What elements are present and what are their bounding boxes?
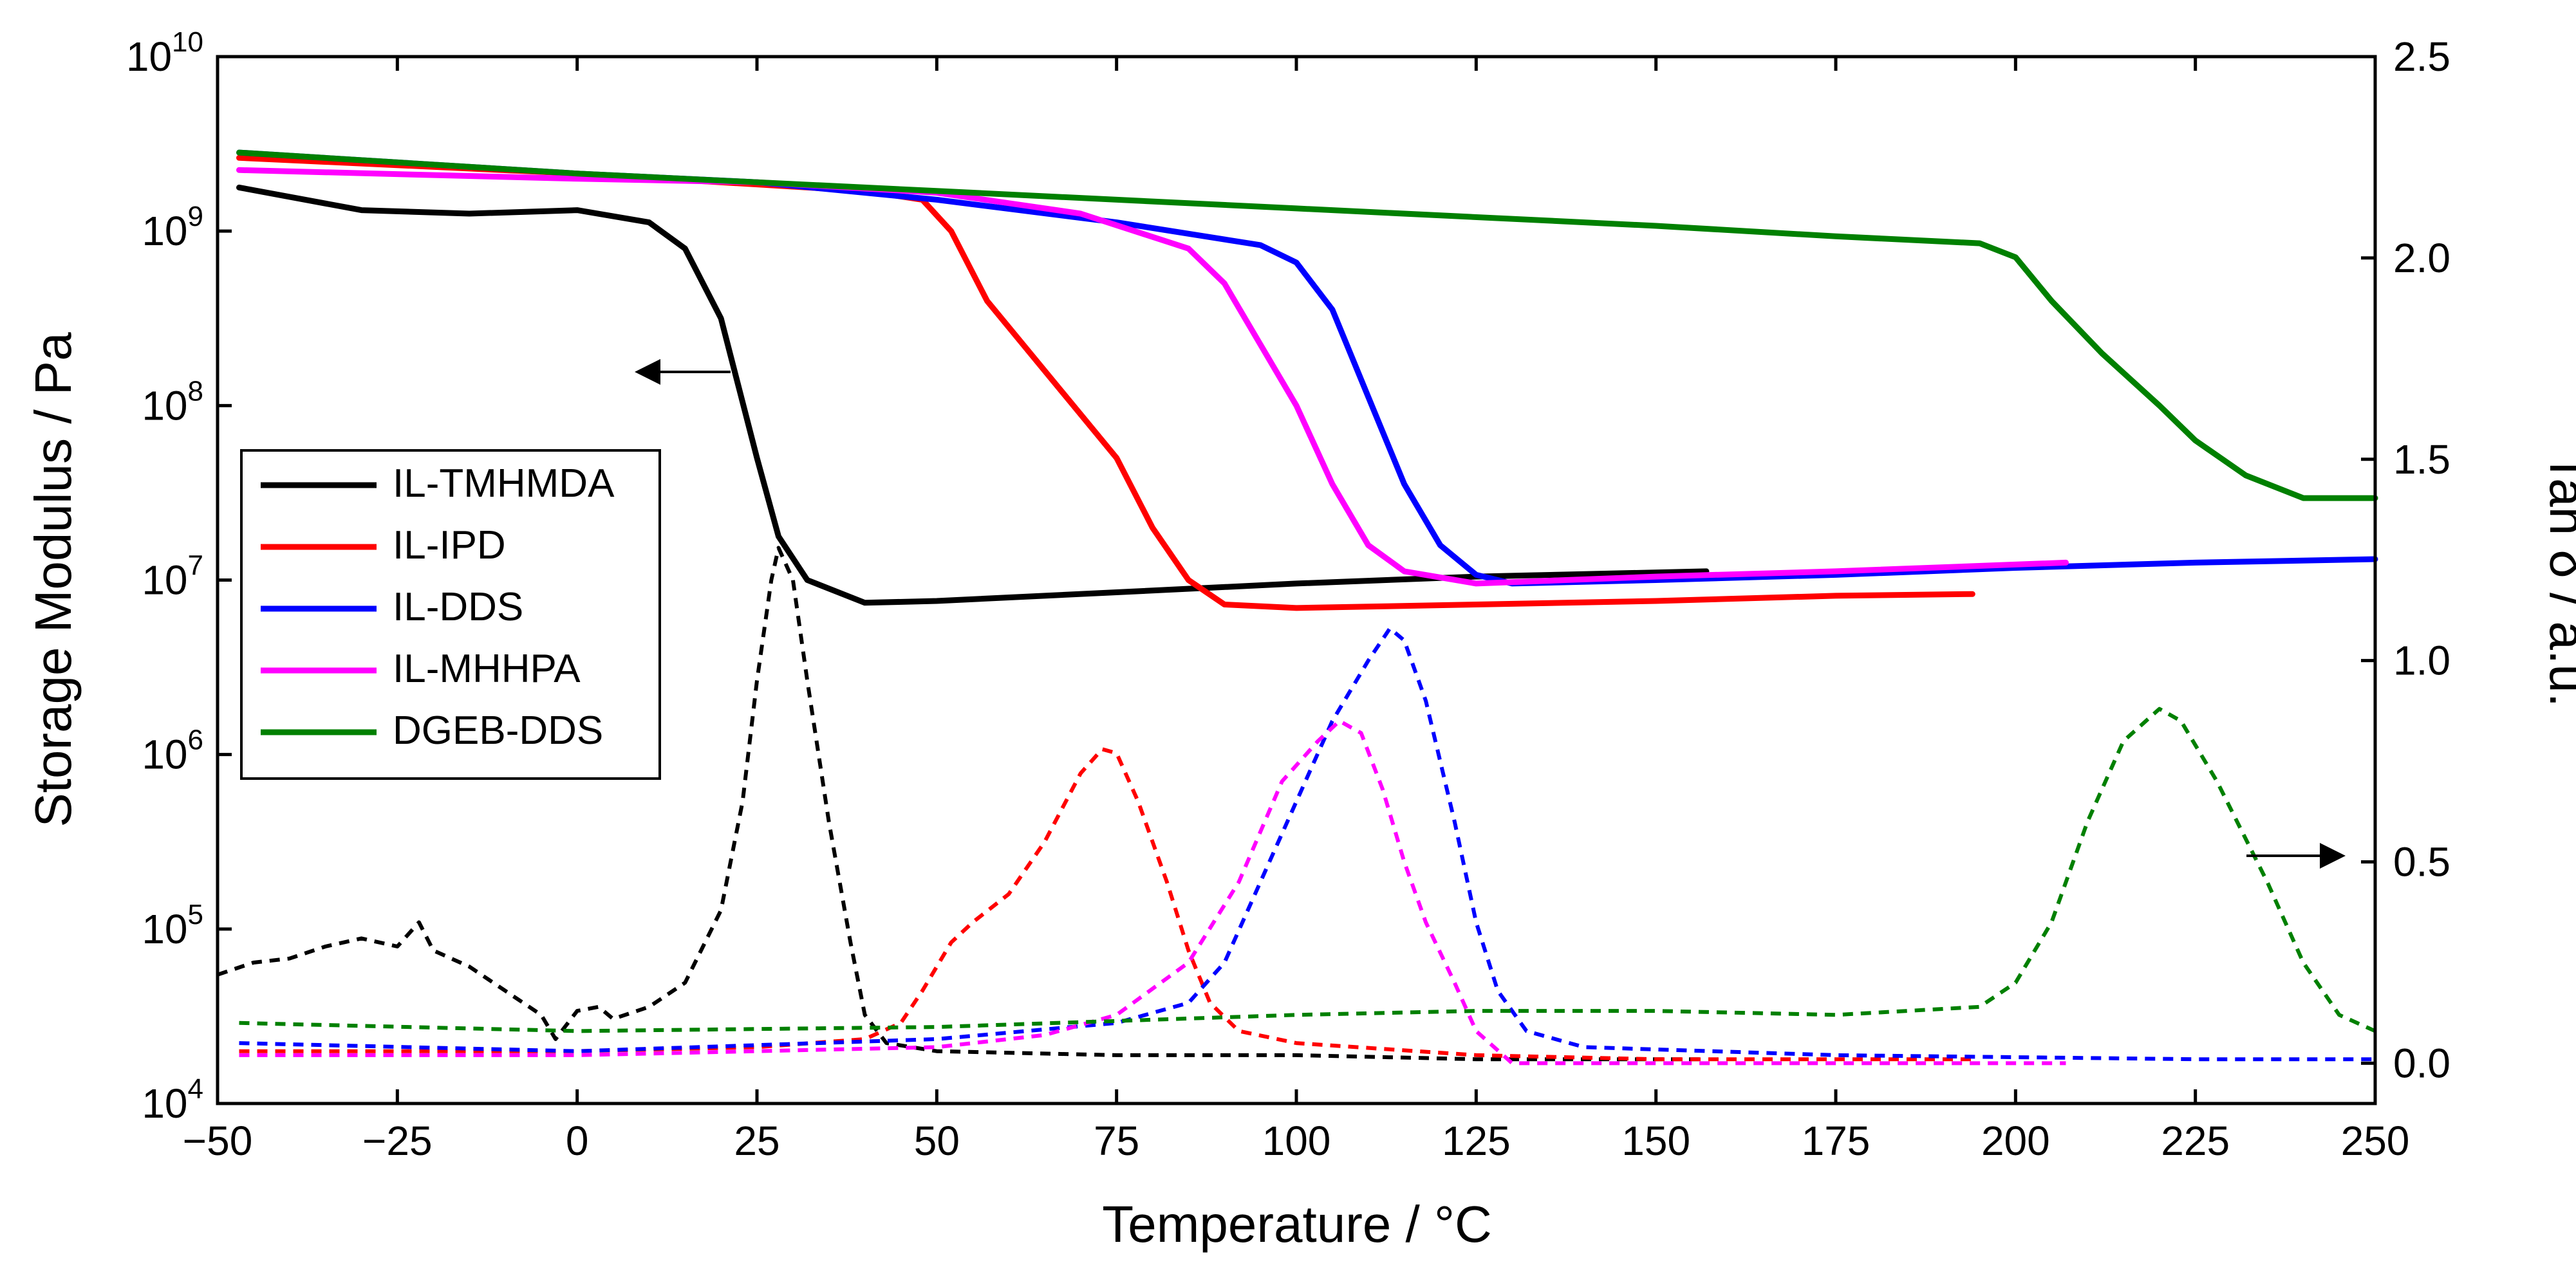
legend: IL-TMHMDA IL-IPD IL-DDS IL-MHHPA DGEB-DDS [240,449,661,780]
y-right-tick-label: 0.0 [2393,1040,2450,1086]
y-right-axis-title: Tan δ / a.u. [2539,452,2576,707]
x-tick-label: 100 [1262,1118,1331,1164]
x-tick-label: 125 [1442,1118,1511,1164]
x-tick-label: −50 [183,1118,253,1164]
y-right-tick-label: 1.0 [2393,638,2450,684]
storage-modulus-series-il-dds [236,149,2378,587]
y-right-tick-label: 2.0 [2393,235,2450,281]
x-tick-label: 200 [1981,1118,2050,1164]
legend-box [240,449,661,780]
y-left-tick-label: 108 [142,375,203,429]
x-tick-label: 175 [1802,1118,1871,1164]
y-left-tick-label: 105 [142,899,203,952]
storage-modulus-series-il-tmhmda [236,184,1710,606]
legend-label-il-tmhmda: IL-TMHMDA [393,461,615,506]
y-left-axis-ticks: 104 105 106 107 108 109 1010 [126,26,232,1127]
x-tick-label: 225 [2161,1118,2230,1164]
y-left-tick-label: 106 [142,725,203,778]
y-left-tick-label: 107 [142,550,203,604]
tan-delta-series-il-tmhmda [217,546,1706,1062]
x-tick-label: 0 [566,1118,589,1164]
y-left-axis-title: Storage Modulus / Pa [24,332,82,827]
tan-delta-series-il-dds [239,626,2375,1062]
x-tick-label: 25 [734,1118,779,1164]
x-tick-label: 150 [1621,1118,1690,1164]
x-tick-label: 250 [2341,1118,2410,1164]
legend-label-dgeb-dds: DGEB-DDS [393,708,603,753]
x-axis-ticks: −50 −25 0 25 50 75 100 125 150 175 200 225 250 [183,57,2410,1164]
tan-delta-series-il-ipd [239,747,1973,1062]
legend-label-il-dds: IL-DDS [393,585,523,629]
y-right-tick-label: 0.5 [2393,839,2450,885]
y-right-tick-label: 1.5 [2393,436,2450,483]
legend-label-il-mhhpa: IL-MHHPA [393,647,581,691]
legend-label-il-ipd: IL-IPD [393,523,506,568]
x-tick-label: 50 [914,1118,960,1164]
x-tick-label: −25 [362,1118,433,1164]
y-left-tick-label: 104 [142,1073,203,1127]
tan-delta-series-il-mhhpa [239,719,2066,1066]
plot-series [217,149,2378,1066]
y-right-axis-ticks: 0.0 0.5 1.0 1.5 2.0 2.5 [2361,33,2450,1086]
y-left-tick-label: 1010 [126,26,203,80]
y-right-tick-label: 2.5 [2393,33,2450,80]
storage-modulus-series-dgeb-dds [236,149,2378,501]
y-left-tick-label: 109 [142,201,203,254]
x-tick-label: 75 [1094,1118,1139,1164]
x-axis-title: Temperature / °C [1102,1196,1492,1253]
